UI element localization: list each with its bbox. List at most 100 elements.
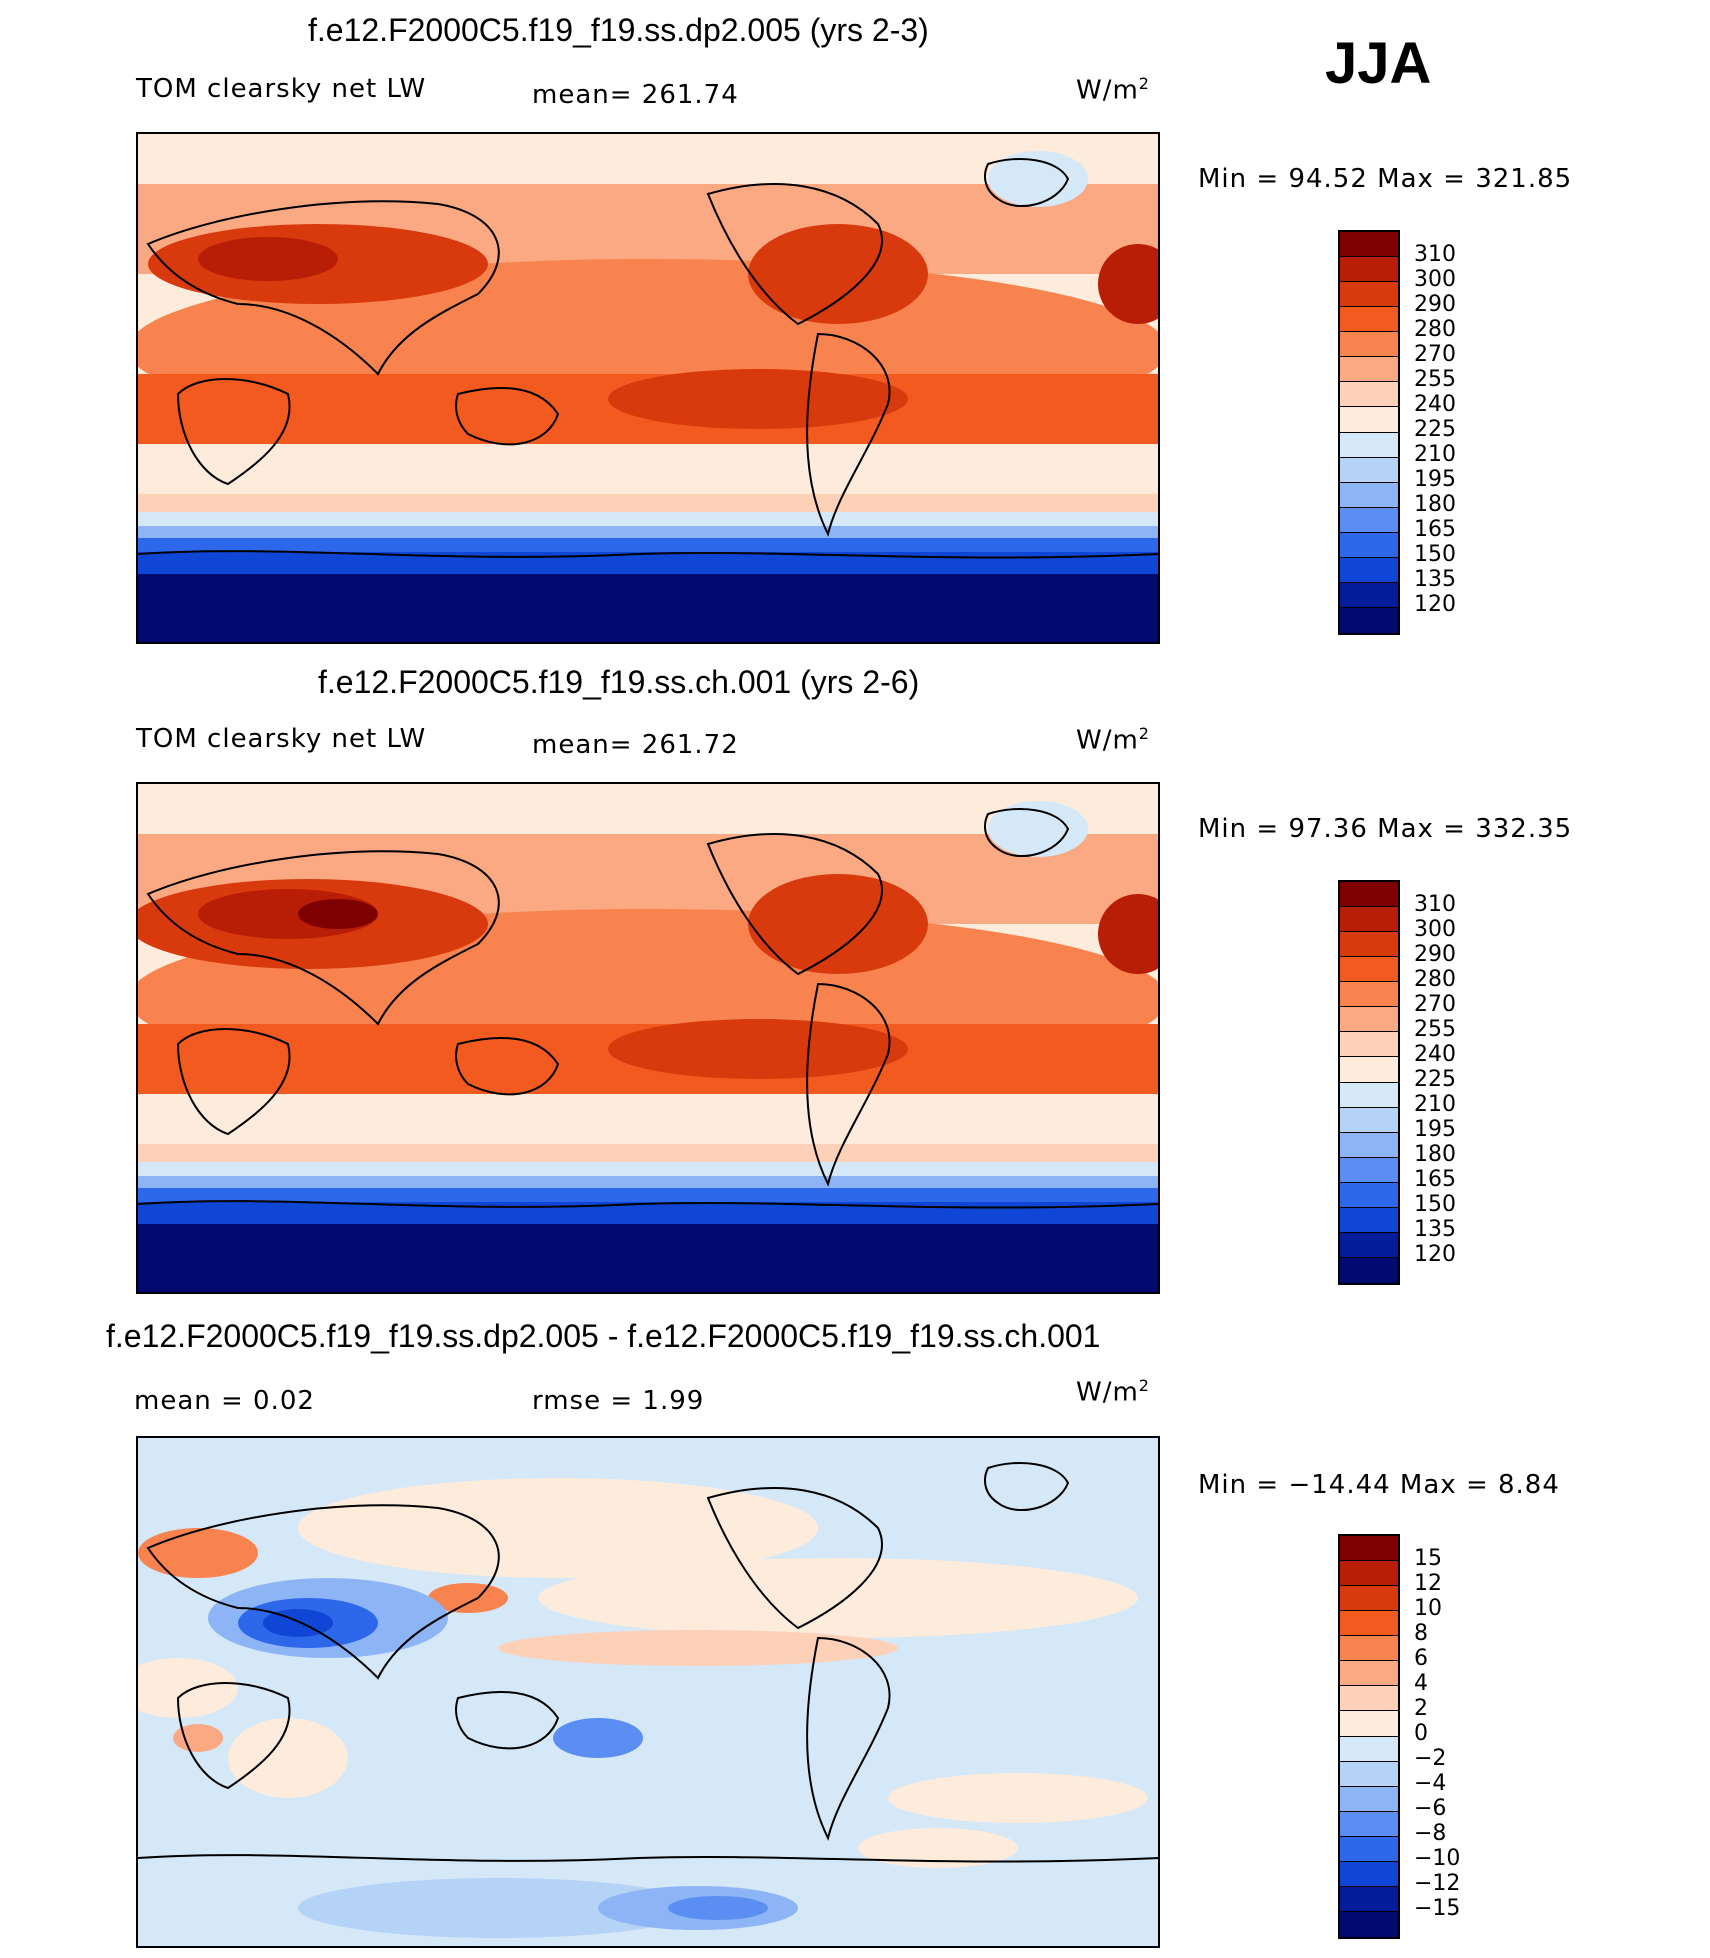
panel-1-tick: 165 [1414, 517, 1456, 542]
panel-3-tick: 2 [1414, 1696, 1428, 1721]
panel-2-tick: 180 [1414, 1142, 1456, 1167]
panel-3-rmse-label: rmse = 1.99 [532, 1386, 705, 1416]
panel-2-tick: 270 [1414, 992, 1456, 1017]
panel-2-tick: 135 [1414, 1217, 1456, 1242]
panel-2-colorbar-cell [1340, 1232, 1398, 1258]
panel-2-tick: 225 [1414, 1067, 1456, 1092]
panel-1-tick: 150 [1414, 542, 1456, 567]
panel-1-colorbar [1338, 230, 1400, 635]
panel-1-colorbar-cell [1340, 557, 1398, 583]
panel-2-tick: 290 [1414, 942, 1456, 967]
panel-2-colorbar-cell [1340, 982, 1398, 1008]
panel-1-colorbar-cell [1340, 607, 1398, 633]
panel-1-colorbar-cell [1340, 457, 1398, 483]
panel-1-tick: 290 [1414, 292, 1456, 317]
panel-1-colorbar-cell [1340, 332, 1398, 358]
panel-2-tick: 150 [1414, 1192, 1456, 1217]
panel-2-tick: 310 [1414, 892, 1456, 917]
panel-3-tick: 10 [1414, 1596, 1442, 1621]
panel-3-colorbar-cell [1340, 1736, 1398, 1762]
panel-3-tick: −10 [1414, 1846, 1461, 1871]
panel-2-tick: 240 [1414, 1042, 1456, 1067]
panel-1-map-svg [138, 134, 1158, 642]
panel-3-colorbar-cell [1340, 1536, 1398, 1562]
panel-1-tick: 225 [1414, 417, 1456, 442]
panel-1-tick: 135 [1414, 567, 1456, 592]
panel-2-colorbar-cell [1340, 1132, 1398, 1158]
panel-2-colorbar-cell [1340, 907, 1398, 933]
panel-3-colorbar-cell [1340, 1711, 1398, 1737]
panel-1-title: f.e12.F2000C5.f19_f19.ss.dp2.005 (yrs 2-… [308, 12, 929, 48]
panel-2-variable-label: TOM clearsky net LW [136, 724, 427, 754]
panel-1-tick: 240 [1414, 392, 1456, 417]
panel-2-tick: 255 [1414, 1017, 1456, 1042]
panel-2-colorbar-cell [1340, 932, 1398, 958]
panel-1-map [136, 132, 1160, 644]
panel-1-tick: 255 [1414, 367, 1456, 392]
panel-2-colorbar-cell [1340, 1207, 1398, 1233]
panel-1-colorbar-cell [1340, 257, 1398, 283]
panel-3-tick: −12 [1414, 1871, 1461, 1896]
panel-1-tick: 210 [1414, 442, 1456, 467]
panel-1-minmax: Min = 94.52 Max = 321.85 [1198, 164, 1573, 194]
panel-3-map-svg [138, 1438, 1158, 1946]
panel-3-colorbar-cell [1340, 1861, 1398, 1887]
panel-1-units: W/m2 [1076, 74, 1150, 106]
panel-1-tick: 180 [1414, 492, 1456, 517]
panel-1-colorbar-cell [1340, 532, 1398, 558]
panel-2-colorbar-cell [1340, 1182, 1398, 1208]
panel-3-tick: 4 [1414, 1671, 1428, 1696]
panel-3-tick: −15 [1414, 1896, 1461, 1921]
panel-2-mean-label: mean= 261.72 [532, 730, 739, 760]
panel-3-colorbar-cell [1340, 1586, 1398, 1612]
panel-3-colorbar [1338, 1534, 1400, 1939]
panel-1-variable-label: TOM clearsky net LW [136, 74, 427, 104]
panel-2-tick: 210 [1414, 1092, 1456, 1117]
panel-3-title: f.e12.F2000C5.f19_f19.ss.dp2.005 - f.e12… [106, 1318, 1101, 1354]
panel-3-map [136, 1436, 1160, 1948]
panel-3-tick: −6 [1414, 1796, 1447, 1821]
panel-2-units: W/m2 [1076, 724, 1150, 756]
panel-2-tick: 300 [1414, 917, 1456, 942]
panel-1-colorbar-cell [1340, 482, 1398, 508]
panel-2-map-svg [138, 784, 1158, 1292]
panel-2-title: f.e12.F2000C5.f19_f19.ss.ch.001 (yrs 2-6… [318, 664, 920, 700]
panel-2-colorbar-cell [1340, 1007, 1398, 1033]
panel-3-minmax: Min = −14.44 Max = 8.84 [1198, 1470, 1560, 1500]
panel-2-colorbar-cell [1340, 882, 1398, 908]
panel-3-tick: −4 [1414, 1771, 1447, 1796]
panel-3-tick: −2 [1414, 1746, 1447, 1771]
panel-1-colorbar-cell [1340, 582, 1398, 608]
panel-3-tick: 0 [1414, 1721, 1428, 1746]
panel-1-tick: 195 [1414, 467, 1456, 492]
panel-2-colorbar-cell [1340, 1032, 1398, 1058]
panel-3-colorbar-cell [1340, 1561, 1398, 1587]
panel-3-coastlines [138, 1462, 1158, 1863]
panel-3-tick: 6 [1414, 1646, 1428, 1671]
panel-3-tick: 15 [1414, 1546, 1442, 1571]
panel-3-tick: 8 [1414, 1621, 1428, 1646]
panel-1-colorbar-cell [1340, 432, 1398, 458]
panel-1-colorbar-cell [1340, 382, 1398, 408]
panel-2-tick: 280 [1414, 967, 1456, 992]
panel-3-mean-label: mean = 0.02 [134, 1386, 315, 1416]
panel-1-colorbar-cell [1340, 282, 1398, 308]
panel-3-colorbar-cell [1340, 1661, 1398, 1687]
panel-1-tick: 280 [1414, 317, 1456, 342]
panel-2-tick: 165 [1414, 1167, 1456, 1192]
panel-1-coastlines [138, 158, 1158, 559]
panel-2-colorbar-cell [1340, 1257, 1398, 1283]
panel-1-colorbar-cell [1340, 507, 1398, 533]
panel-3-colorbar-cell [1340, 1811, 1398, 1837]
panel-1-tick: 120 [1414, 592, 1456, 617]
panel-2-coastlines [138, 808, 1158, 1209]
panel-3-colorbar-cell [1340, 1911, 1398, 1937]
panel-3-colorbar-cell [1340, 1761, 1398, 1787]
panel-3-tick: −8 [1414, 1821, 1447, 1846]
panel-1-tick: 300 [1414, 267, 1456, 292]
panel-3-units: W/m2 [1076, 1376, 1150, 1408]
panel-3-colorbar-cell [1340, 1636, 1398, 1662]
panel-3-colorbar-cell [1340, 1886, 1398, 1912]
panel-2-colorbar [1338, 880, 1400, 1285]
panel-2-colorbar-cell [1340, 1082, 1398, 1108]
